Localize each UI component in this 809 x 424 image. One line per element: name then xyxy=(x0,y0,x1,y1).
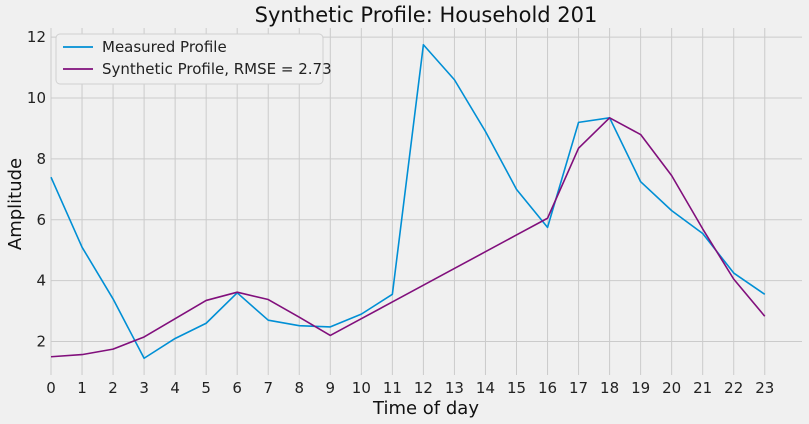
x-tick-label: 21 xyxy=(693,379,712,397)
x-tick-label: 9 xyxy=(326,379,336,397)
x-tick-label: 22 xyxy=(724,379,743,397)
series-line-measured xyxy=(50,43,766,360)
x-tick-label: 7 xyxy=(263,379,273,397)
y-tick-label: 8 xyxy=(36,150,46,168)
legend-box xyxy=(55,33,324,85)
x-tick-label: 5 xyxy=(201,379,211,397)
x-tick-label: 6 xyxy=(232,379,242,397)
x-tick-label: 4 xyxy=(170,379,180,397)
x-tick-label: 3 xyxy=(139,379,149,397)
x-tick-label: 12 xyxy=(414,379,433,397)
y-tick-label: 2 xyxy=(36,333,46,351)
x-tick-label: 18 xyxy=(600,379,619,397)
y-tick-label: 4 xyxy=(36,272,46,290)
x-tick-label: 14 xyxy=(476,379,495,397)
tick-layer: 0 1 2 3 4 5 6 7 8 9 10 11 12 13 14 15 16 17 18 19 20 21 22 2324… xyxy=(27,28,774,397)
series-layer xyxy=(50,43,766,360)
series-line-synthetic xyxy=(50,116,766,358)
x-tick-label: 8 xyxy=(294,379,304,397)
x-tick-label: 2 xyxy=(108,379,118,397)
legend: Measured Profile Synthetic Profile, RMSE… xyxy=(55,33,332,85)
chart-title: Synthetic Profile: Household 201 xyxy=(255,3,598,27)
legend-label-measured: Measured Profile xyxy=(102,38,227,56)
x-tick-label: 10 xyxy=(352,379,371,397)
x-tick-label: 20 xyxy=(662,379,681,397)
x-tick-label: 17 xyxy=(569,379,588,397)
x-tick-label: 15 xyxy=(507,379,526,397)
x-tick-label: 11 xyxy=(383,379,402,397)
x-tick-label: 0 xyxy=(46,379,56,397)
x-tick-label: 19 xyxy=(631,379,650,397)
x-tick-label: 23 xyxy=(755,379,774,397)
x-tick-label: 1 xyxy=(77,379,87,397)
legend-label-synthetic: Synthetic Profile, RMSE = 2.73 xyxy=(102,60,332,78)
x-tick-label: 13 xyxy=(445,379,464,397)
x-axis-label: Time of day xyxy=(372,398,479,419)
y-tick-label: 6 xyxy=(36,211,46,229)
y-tick-label: 12 xyxy=(27,28,46,46)
y-tick-label: 10 xyxy=(27,89,46,107)
grid-layer xyxy=(50,28,802,375)
x-tick-label: 16 xyxy=(538,379,557,397)
y-axis-label: Amplitude xyxy=(5,158,26,250)
